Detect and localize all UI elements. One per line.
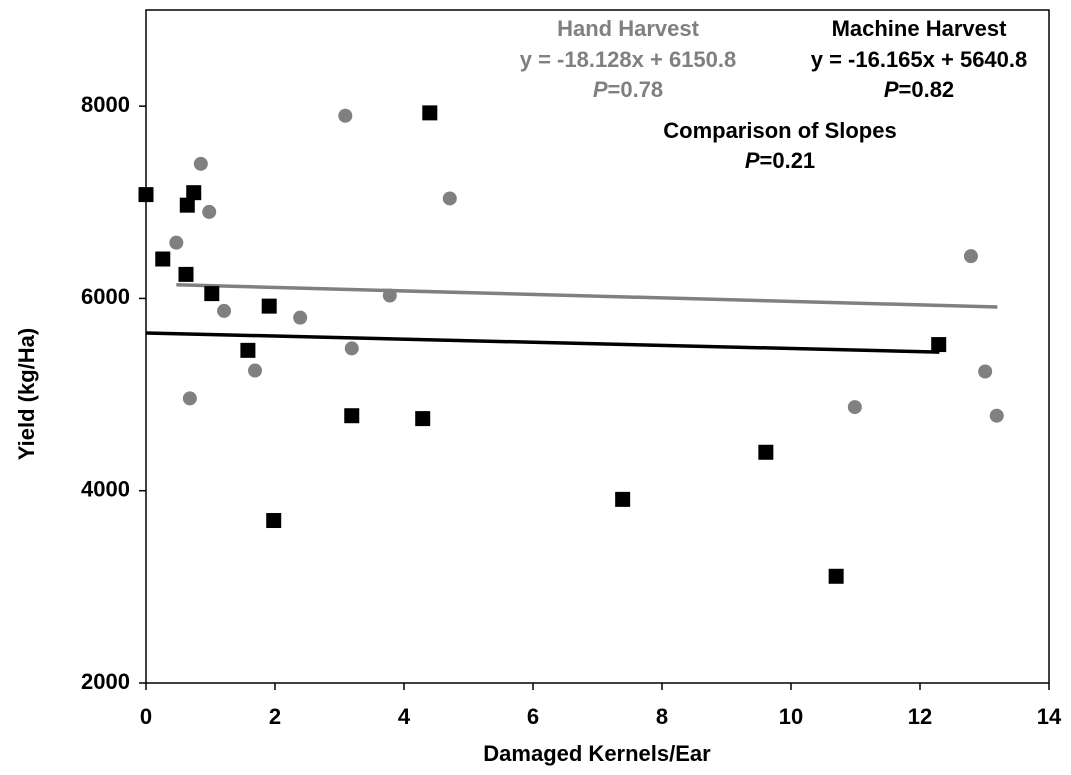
point: [344, 341, 359, 356]
x-tick-label: 4: [398, 704, 411, 729]
y-tick-label: 8000: [81, 92, 130, 117]
point: [293, 310, 308, 325]
x-axis-label: Damaged Kernels/Ear: [483, 741, 711, 766]
point: [240, 342, 256, 358]
x-tick-label: 12: [908, 704, 932, 729]
series-name: Hand Harvest: [557, 16, 700, 41]
point: [615, 491, 631, 507]
p-value: =0.21: [760, 148, 816, 173]
point: [828, 568, 844, 584]
p-text: P=0.82: [884, 77, 954, 102]
comparison-title: Comparison of Slopes: [663, 118, 896, 143]
point: [248, 363, 263, 378]
point: [138, 187, 154, 203]
point: [155, 251, 171, 267]
point: [442, 191, 457, 206]
x-tick-label: 2: [269, 704, 281, 729]
series-name: Machine Harvest: [832, 16, 1008, 41]
x-tick-label: 6: [527, 704, 539, 729]
point: [217, 303, 232, 318]
point: [193, 156, 208, 171]
point: [422, 105, 438, 121]
x-tick-label: 8: [656, 704, 668, 729]
p-value: =0.78: [608, 77, 664, 102]
point: [186, 185, 202, 201]
point: [261, 298, 277, 314]
point: [204, 286, 220, 302]
point: [169, 235, 184, 250]
x-tick-label: 0: [140, 704, 152, 729]
point: [415, 411, 431, 427]
point: [758, 444, 774, 460]
equation: y = -16.165x + 5640.8: [811, 47, 1028, 72]
trend-line: [176, 283, 998, 309]
point: [989, 408, 1004, 423]
comparison-p: P=0.21: [745, 148, 815, 173]
point: [344, 408, 360, 424]
point: [266, 513, 282, 529]
point: [963, 249, 978, 264]
point: [179, 197, 195, 213]
p-symbol: P: [745, 148, 760, 173]
point: [847, 400, 862, 415]
point: [182, 391, 197, 406]
point: [931, 337, 947, 353]
p-text: P=0.78: [593, 77, 663, 102]
point: [178, 266, 194, 282]
trend-line: [145, 331, 940, 354]
x-tick-label: 10: [779, 704, 803, 729]
y-tick-label: 2000: [81, 669, 130, 694]
x-tick-label: 14: [1037, 704, 1062, 729]
p-symbol: P: [884, 77, 899, 102]
plot-frame: [145, 9, 1050, 684]
equation: y = -18.128x + 6150.8: [520, 47, 737, 72]
y-tick-label: 4000: [81, 477, 130, 502]
point: [338, 108, 353, 123]
y-tick-label: 6000: [81, 284, 130, 309]
y-axis-label: Yield (kg/Ha): [14, 328, 39, 460]
p-value: =0.82: [899, 77, 955, 102]
p-symbol: P: [593, 77, 608, 102]
point: [978, 364, 993, 379]
point: [202, 204, 217, 219]
